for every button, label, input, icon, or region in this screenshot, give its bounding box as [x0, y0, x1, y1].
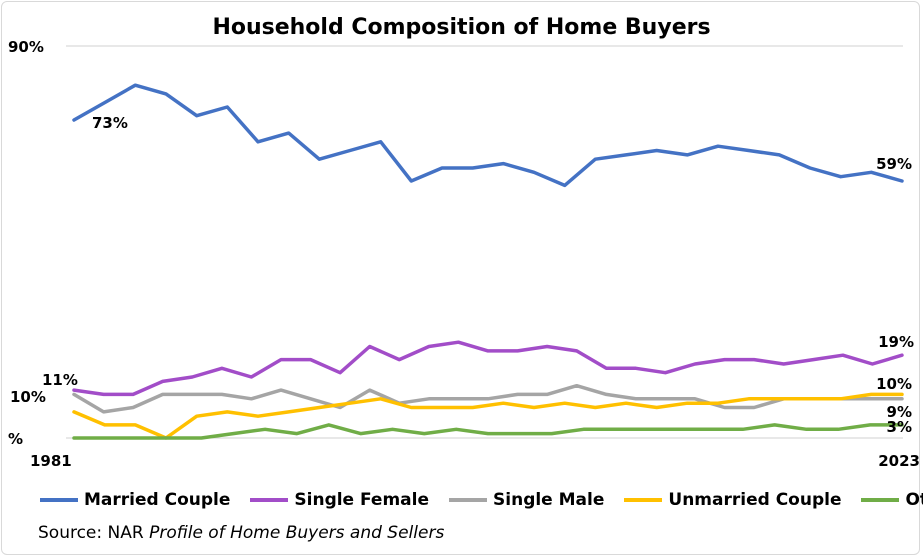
- y-tick-label-top: 90%: [8, 38, 44, 56]
- x-tick-label-end: 2023: [878, 452, 920, 470]
- data-label-start-single-male: 10%: [10, 388, 46, 406]
- data-label-start-married-couple: 73%: [92, 114, 128, 132]
- legend-label-unmarried-couple: Unmarried Couple: [668, 490, 842, 510]
- data-label-end-unmarried-couple: 10%: [876, 375, 912, 393]
- legend-swatch-married-couple: [40, 498, 78, 502]
- legend-label-married-couple: Married Couple: [84, 490, 231, 510]
- legend-swatch-unmarried-couple: [624, 498, 663, 502]
- legend-swatch-single-female: [250, 498, 289, 502]
- legend-item-single-female: Single Female: [250, 490, 429, 510]
- data-label-end-married-couple: 59%: [876, 155, 912, 173]
- label-layer: 90%% 1981 2023 73% 59% 11% 19% 10% 9% 10% 3%: [8, 38, 920, 470]
- legend-item-married-couple: Married Couple: [40, 490, 230, 510]
- series-line-married-couple: [72, 83, 904, 188]
- legend-item-unmarried-couple: Unmarried Couple: [624, 490, 841, 510]
- series-line-single-male: [72, 383, 904, 414]
- legend-label-single-female: Single Female: [294, 490, 430, 510]
- line-chart: 90%% 1981 2023 73% 59% 11% 19% 10% 9% 10% 3%: [8, 38, 920, 470]
- legend: Married Couple Single Female Single Male Un…: [40, 487, 923, 513]
- series-line-unmarried-couple: [72, 392, 904, 440]
- source-note: Source: NAR Profile of Home Buyers and S…: [38, 523, 444, 543]
- data-label-start-single-female: 11%: [42, 371, 78, 389]
- series-line-single-female: [72, 340, 904, 397]
- source-prefix: Source: NAR: [38, 523, 150, 543]
- source-title: Profile of Home Buyers and Sellers: [149, 523, 445, 543]
- data-label-end-other: 3%: [887, 418, 912, 436]
- data-label-end-single-male: 9%: [887, 403, 912, 421]
- y-tick-label-bottom: %: [8, 430, 23, 448]
- legend-swatch-single-male: [449, 498, 488, 502]
- chart-title: Household Composition of Home Buyers: [212, 15, 711, 40]
- legend-swatch-other: [861, 498, 900, 502]
- data-label-end-single-female: 19%: [878, 333, 914, 351]
- legend-item-other: Other: [861, 490, 923, 510]
- legend-label-other: Other: [905, 490, 923, 510]
- legend-item-single-male: Single Male: [449, 490, 604, 510]
- legend-label-single-male: Single Male: [493, 490, 605, 510]
- series-layer: [72, 83, 904, 440]
- x-tick-label-start: 1981: [30, 452, 72, 470]
- series-line-other: [72, 423, 904, 440]
